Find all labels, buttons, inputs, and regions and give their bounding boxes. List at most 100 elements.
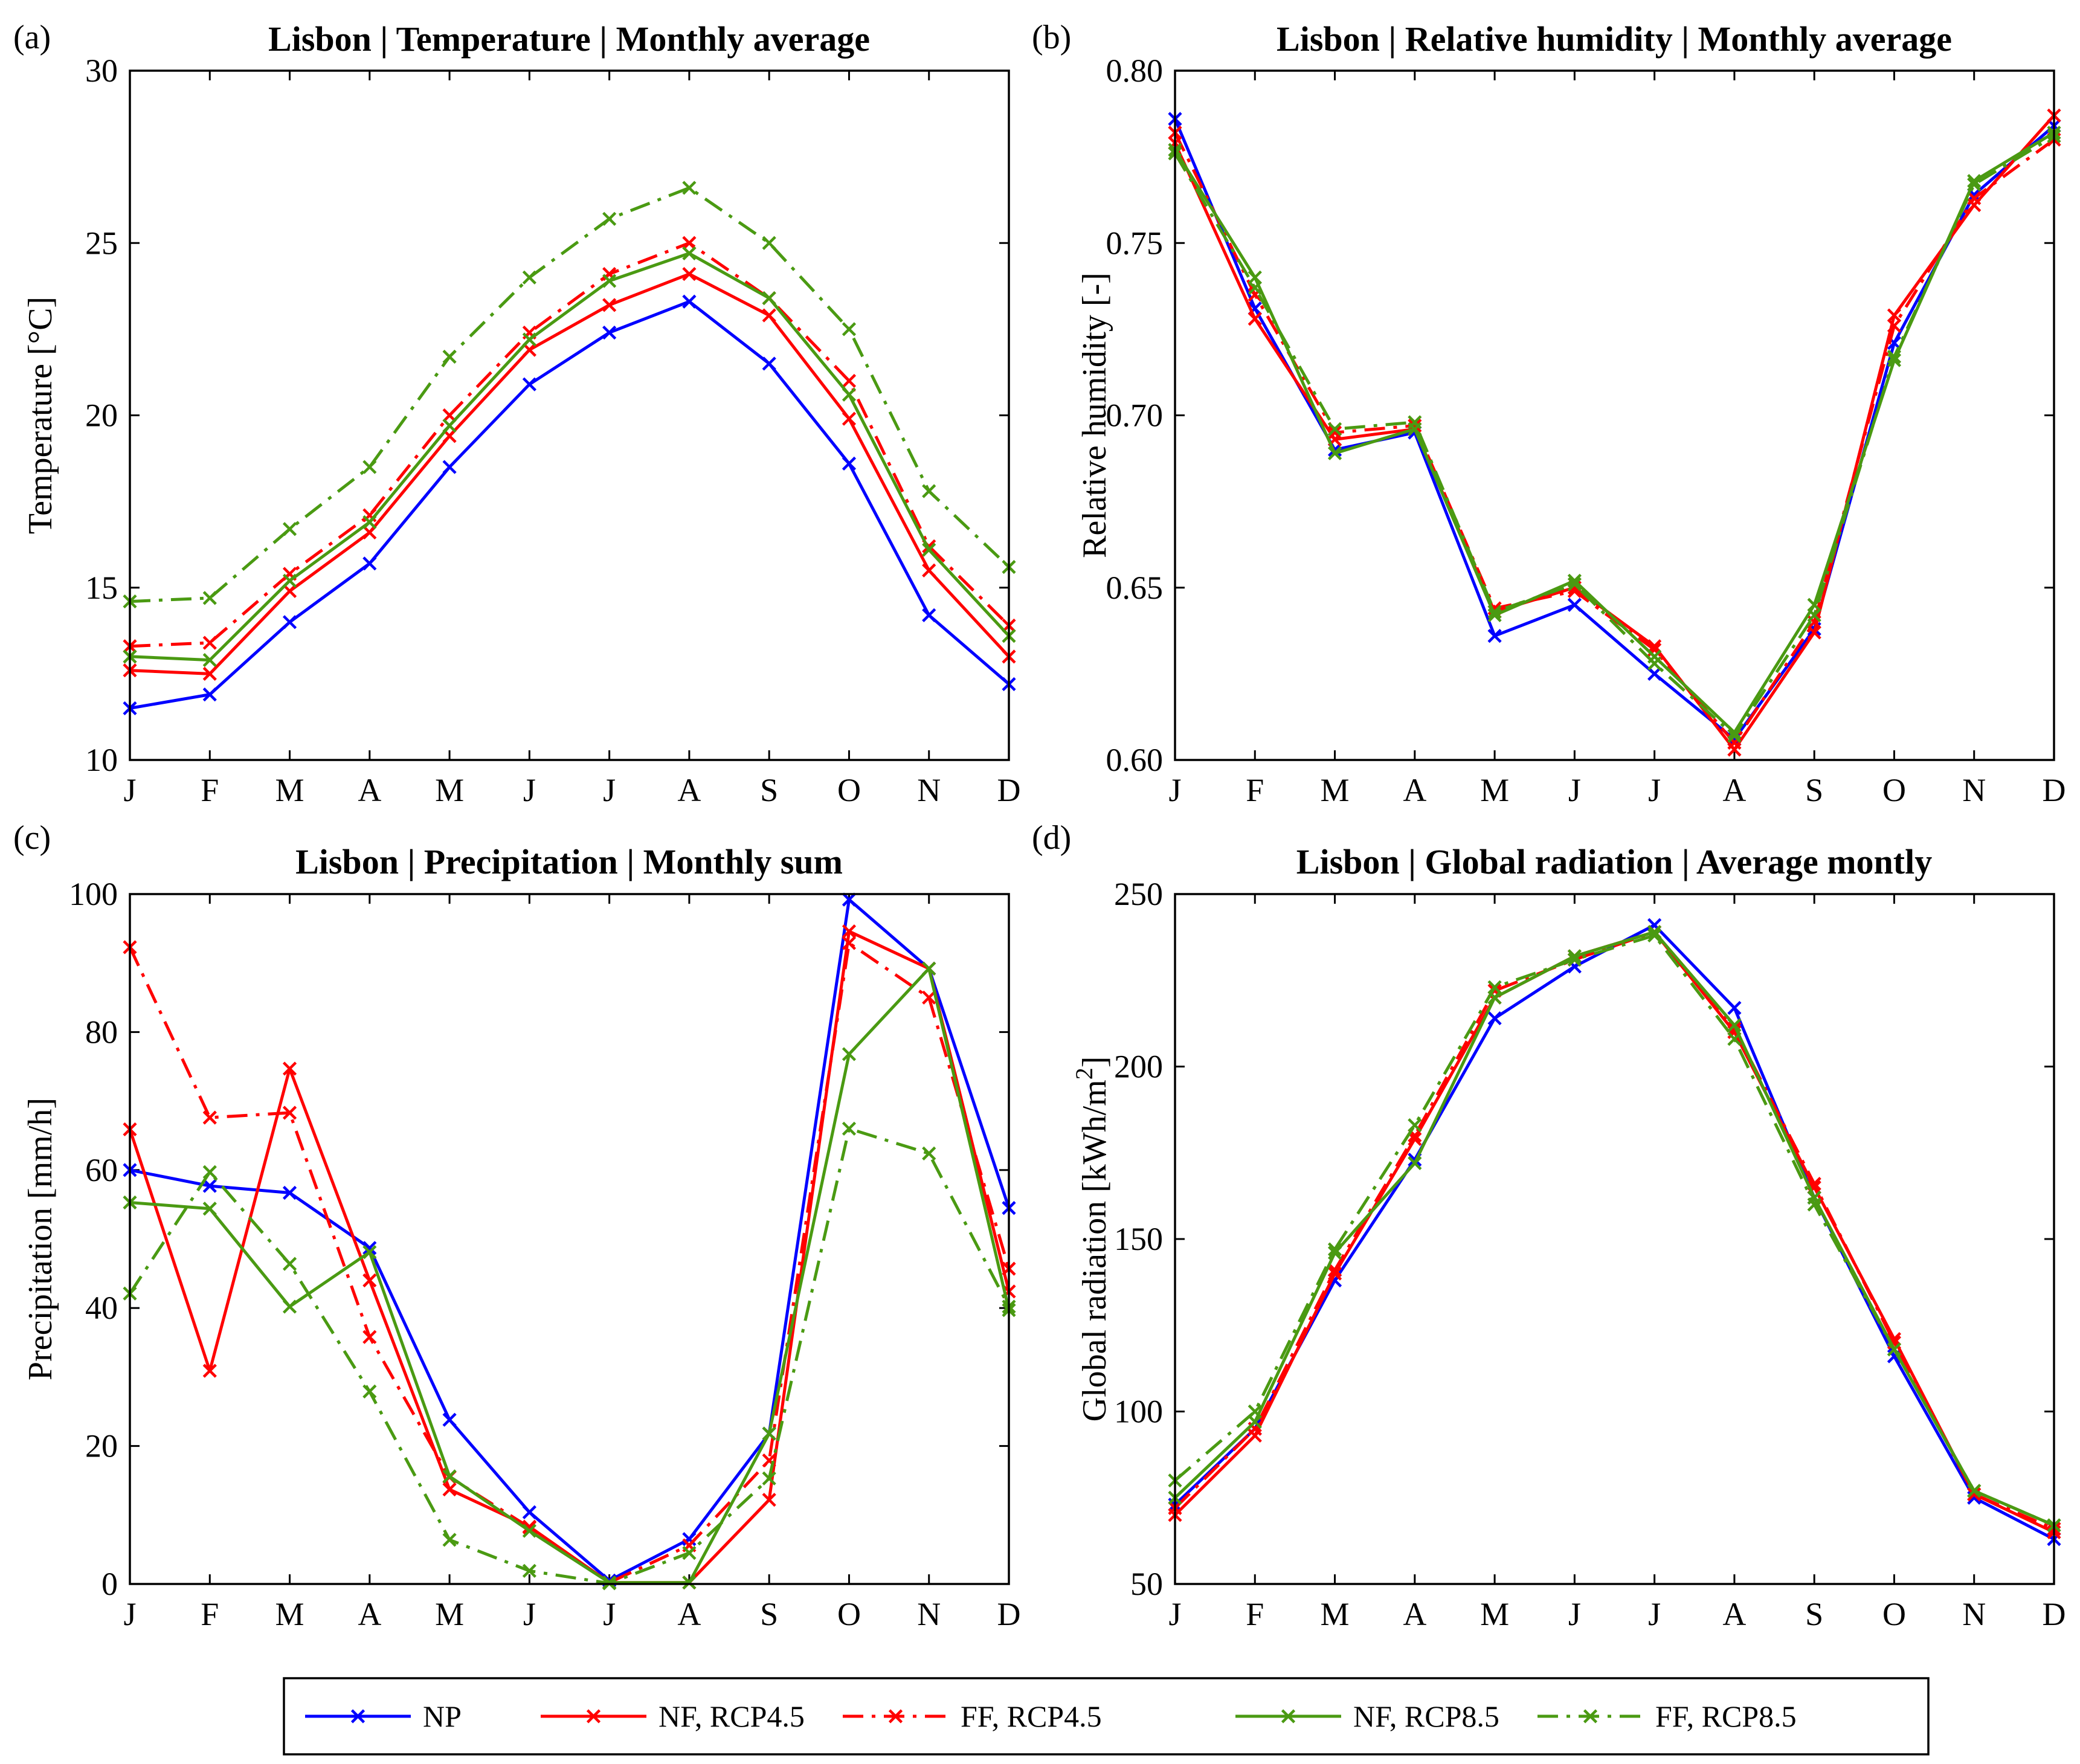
data-point xyxy=(682,246,697,260)
data-point xyxy=(362,556,377,571)
y-tick-label: 15 xyxy=(85,570,118,606)
x-tick-label: D xyxy=(997,1596,1021,1632)
x-tick-label: F xyxy=(201,772,219,808)
legend-entry-np: NP xyxy=(305,1699,462,1733)
data-point xyxy=(1567,573,1582,588)
legend-entry-nf-rcp8-5: NF, RCP8.5 xyxy=(1235,1699,1499,1733)
data-point xyxy=(522,270,536,285)
data-point xyxy=(362,515,377,529)
y-tick-label: 250 xyxy=(1114,876,1163,912)
panel-b: (b) Lisbon | Relative humidity | Monthly … xyxy=(1032,19,2066,808)
data-point xyxy=(682,267,697,282)
panel-label: (a) xyxy=(13,19,51,56)
data-point xyxy=(1887,349,1902,364)
data-point xyxy=(1487,1011,1502,1026)
x-tick-label: F xyxy=(1246,1596,1264,1632)
data-point xyxy=(1727,1032,1742,1046)
data-point xyxy=(842,892,857,907)
x-tick-label: J xyxy=(1168,772,1181,808)
data-point xyxy=(202,666,217,681)
data-point xyxy=(1487,980,1502,994)
data-point xyxy=(1408,415,1422,430)
x-tick-label: F xyxy=(1246,772,1264,808)
data-point xyxy=(602,325,617,340)
data-point xyxy=(1248,1404,1262,1419)
data-point xyxy=(282,1185,297,1200)
data-point xyxy=(522,1520,536,1534)
series-np xyxy=(1168,112,2061,747)
data-point xyxy=(1567,952,1582,967)
legend-label: NF, RCP4.5 xyxy=(658,1699,805,1733)
x-tick-label: A xyxy=(1722,772,1746,808)
data-point xyxy=(282,1299,297,1314)
data-point xyxy=(842,924,857,939)
data-point xyxy=(682,1546,697,1560)
data-point xyxy=(682,1576,697,1590)
data-point xyxy=(362,1245,377,1260)
data-point xyxy=(682,294,697,309)
y-tick-label: 30 xyxy=(85,53,118,89)
data-point xyxy=(1327,422,1342,436)
data-point xyxy=(1567,597,1582,612)
data-point xyxy=(1647,666,1662,681)
data-point xyxy=(442,1412,457,1427)
legend-entry-nf-rcp4-5: NF, RCP4.5 xyxy=(541,1699,805,1733)
data-point xyxy=(1248,312,1262,326)
data-point xyxy=(442,349,457,364)
data-point xyxy=(842,456,857,471)
data-point xyxy=(1327,425,1342,440)
y-tick-label: 100 xyxy=(1114,1394,1163,1430)
data-point xyxy=(282,1061,297,1076)
data-point xyxy=(202,652,217,668)
data-point xyxy=(842,936,857,950)
series-line xyxy=(1174,923,2055,1541)
data-point xyxy=(282,615,297,629)
plot-frame xyxy=(1174,893,2055,1585)
data-point xyxy=(922,1146,936,1160)
x-tick-label: J xyxy=(603,772,616,808)
data-point xyxy=(842,387,857,402)
panel-c: (c) Lisbon | Precipitation | Monthly sum 0… xyxy=(13,819,1021,1632)
data-point xyxy=(522,377,536,391)
legend-label: FF, RCP8.5 xyxy=(1655,1699,1797,1733)
data-point xyxy=(202,636,217,650)
y-tick-label: 40 xyxy=(85,1290,118,1326)
series-line xyxy=(129,186,1010,604)
y-axis-label: Precipitation [mm/h] xyxy=(22,1098,59,1380)
y-axis-label: Relative humidity [-] xyxy=(1076,272,1113,558)
panel-label: (c) xyxy=(13,819,51,857)
data-point xyxy=(682,181,697,195)
data-point xyxy=(1408,1156,1422,1170)
data-point xyxy=(1967,1484,1982,1498)
data-point xyxy=(362,1241,377,1255)
data-point xyxy=(842,322,857,336)
x-tick-label: A xyxy=(1403,772,1426,808)
series-line xyxy=(1174,930,2055,1534)
x-tick-label: S xyxy=(760,772,778,808)
series-line xyxy=(128,930,1011,1585)
plot-frame xyxy=(129,69,1010,761)
series-ff-rcp4-5 xyxy=(123,936,1016,1590)
x-tick-label: O xyxy=(1882,1596,1906,1632)
data-point xyxy=(202,591,217,605)
data-point xyxy=(1727,729,1742,743)
data-point xyxy=(1248,280,1262,295)
y-tick-label: 0.75 xyxy=(1106,225,1164,261)
data-point xyxy=(442,1482,457,1497)
x-tick-label: D xyxy=(2043,1596,2066,1632)
legend-marker xyxy=(1281,1709,1296,1724)
x-tick-label: S xyxy=(1805,1596,1823,1632)
x-tick-label: M xyxy=(1321,1596,1350,1632)
y-tick-label: 0.60 xyxy=(1106,742,1164,778)
x-tick-label: O xyxy=(1882,772,1906,808)
data-point xyxy=(362,1330,377,1344)
series-line xyxy=(128,941,1011,1585)
y-tick-label: 80 xyxy=(85,1014,118,1050)
panel-d: (d) Lisbon | Global radiation | Average m… xyxy=(1032,819,2066,1632)
x-tick-label: J xyxy=(123,772,136,808)
data-point xyxy=(1647,928,1662,943)
series-ff-rcp4-5 xyxy=(123,236,1016,654)
data-point xyxy=(1967,1487,1982,1502)
data-point xyxy=(1967,177,1982,192)
data-point xyxy=(1647,656,1662,671)
